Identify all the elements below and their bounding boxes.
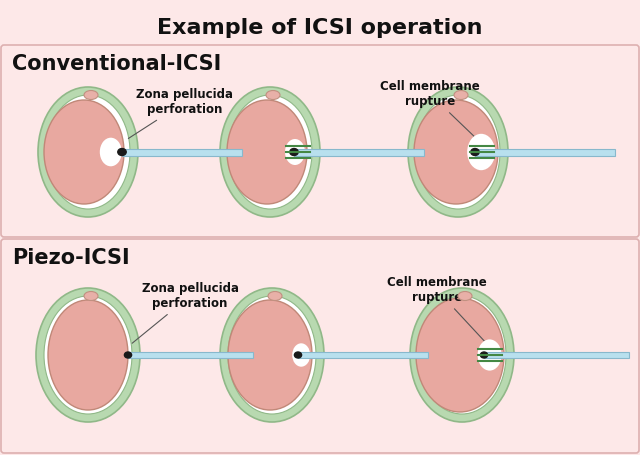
Ellipse shape	[48, 300, 128, 410]
Ellipse shape	[100, 138, 122, 166]
Ellipse shape	[84, 91, 98, 100]
Ellipse shape	[294, 352, 301, 358]
Ellipse shape	[458, 292, 472, 300]
Ellipse shape	[285, 139, 305, 165]
Ellipse shape	[467, 134, 495, 170]
Bar	[298, 352, 428, 358]
Ellipse shape	[228, 300, 312, 410]
Bar	[475, 148, 615, 156]
Ellipse shape	[410, 288, 514, 422]
Ellipse shape	[481, 352, 488, 358]
Text: Conventional-ICSI: Conventional-ICSI	[12, 54, 221, 74]
Ellipse shape	[46, 95, 130, 209]
Ellipse shape	[228, 95, 312, 209]
Ellipse shape	[118, 148, 126, 156]
Ellipse shape	[416, 298, 504, 412]
Ellipse shape	[220, 288, 324, 422]
Ellipse shape	[38, 87, 138, 217]
Ellipse shape	[477, 339, 502, 371]
Ellipse shape	[414, 100, 498, 204]
Ellipse shape	[227, 100, 307, 204]
Ellipse shape	[44, 296, 132, 414]
Ellipse shape	[416, 95, 500, 209]
Text: Cell membrane
rupture: Cell membrane rupture	[387, 276, 487, 343]
Text: Piezo-ICSI: Piezo-ICSI	[12, 248, 130, 268]
Ellipse shape	[290, 148, 298, 156]
Ellipse shape	[471, 148, 479, 156]
FancyBboxPatch shape	[1, 45, 639, 237]
Ellipse shape	[268, 292, 282, 300]
FancyBboxPatch shape	[1, 239, 639, 453]
Ellipse shape	[44, 100, 124, 204]
Bar	[128, 352, 253, 358]
Text: Cell membrane
rupture: Cell membrane rupture	[380, 80, 480, 140]
Ellipse shape	[418, 296, 506, 414]
Ellipse shape	[124, 352, 132, 358]
Ellipse shape	[408, 87, 508, 217]
Ellipse shape	[228, 296, 316, 414]
Text: Zona pellucida
perforation: Zona pellucida perforation	[129, 88, 234, 138]
Bar	[294, 148, 424, 156]
Bar	[484, 352, 629, 358]
Text: Example of ICSI operation: Example of ICSI operation	[157, 18, 483, 38]
Ellipse shape	[220, 87, 320, 217]
Text: Zona pellucida
perforation: Zona pellucida perforation	[132, 282, 239, 343]
Ellipse shape	[266, 91, 280, 100]
Ellipse shape	[454, 91, 468, 100]
Bar	[122, 148, 242, 156]
Ellipse shape	[36, 288, 140, 422]
Ellipse shape	[292, 344, 310, 367]
Ellipse shape	[84, 292, 98, 300]
